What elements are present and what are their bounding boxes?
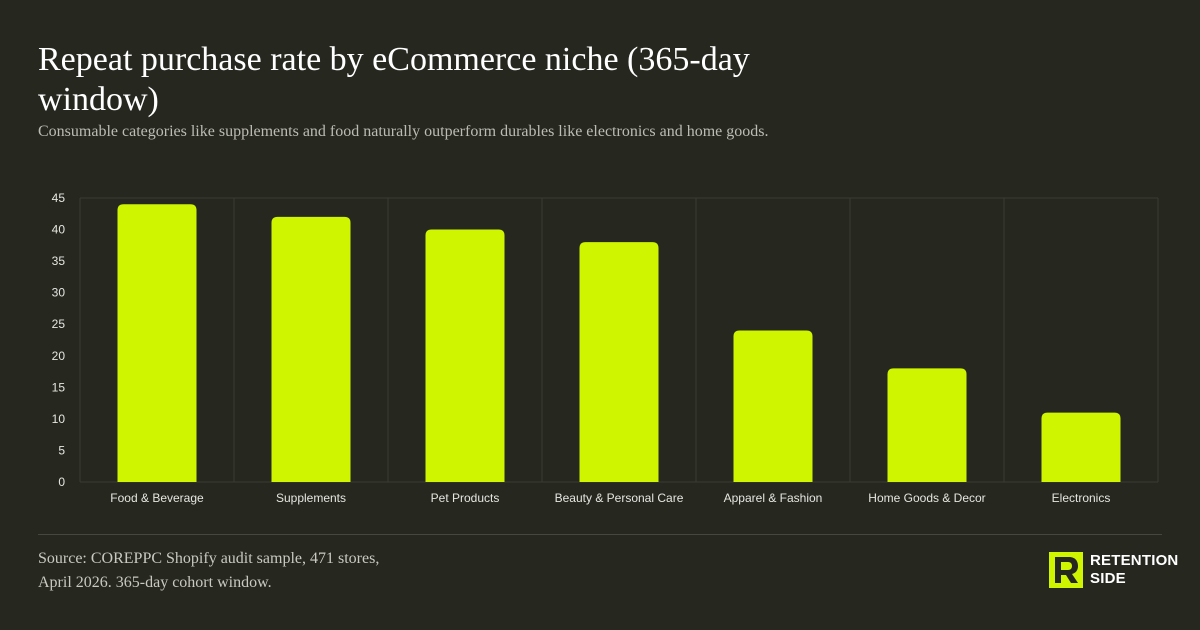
x-tick-label: Pet Products: [431, 491, 500, 505]
bar: [1041, 412, 1121, 482]
source-line-1: Source: COREPPC Shopify audit sample, 47…: [38, 550, 380, 567]
y-tick-label: 25: [52, 317, 66, 331]
bar-chart: 0 5 10 15 20 25 30 35 40 45 Food & Beverage Supple…: [52, 191, 1159, 505]
footer-divider: [38, 534, 1162, 535]
x-tick-label: Home Goods & Decor: [868, 491, 985, 505]
brand-logo: RETENTION SIDE: [1049, 552, 1178, 588]
bar: [733, 330, 813, 482]
bar: [579, 242, 659, 482]
logo-line-2: SIDE: [1090, 570, 1126, 587]
x-tick-label: Electronics: [1052, 491, 1111, 505]
bar: [271, 216, 351, 482]
y-tick-label: 10: [52, 412, 66, 426]
y-tick-label: 35: [52, 254, 66, 268]
y-tick-label: 20: [52, 349, 66, 363]
source-line-2: April 2026. 365-day cohort window.: [38, 574, 272, 591]
x-tick-label: Supplements: [276, 491, 346, 505]
logo-wordmark: RETENTION SIDE: [1090, 552, 1178, 588]
y-tick-label: 15: [52, 380, 66, 394]
bar: [425, 229, 505, 482]
y-tick-label: 30: [52, 286, 66, 300]
bar: [117, 204, 197, 483]
x-tick-label: Apparel & Fashion: [724, 491, 823, 505]
y-axis-ticks: 0 5 10 15 20 25 30 35 40 45: [52, 191, 66, 489]
y-tick-label: 5: [58, 443, 65, 457]
y-tick-label: 45: [52, 191, 66, 205]
x-axis-labels: Food & Beverage Supplements Pet Products Be…: [110, 491, 1110, 505]
chart-bars: [117, 204, 1121, 483]
x-tick-label: Beauty & Personal Care: [555, 491, 684, 505]
y-tick-label: 40: [52, 223, 66, 237]
logo-line-1: RETENTION: [1090, 552, 1179, 569]
chart-title: Repeat purchase rate by eCommerce niche …: [38, 41, 750, 118]
retention-side-logo-icon: [1049, 552, 1083, 588]
bar: [887, 368, 967, 482]
source-note: Source: COREPPC Shopify audit sample, 47…: [38, 547, 458, 595]
y-tick-label: 0: [58, 475, 65, 489]
chart-subtitle: Consumable categories like supplements a…: [38, 123, 769, 140]
x-tick-label: Food & Beverage: [110, 491, 204, 505]
